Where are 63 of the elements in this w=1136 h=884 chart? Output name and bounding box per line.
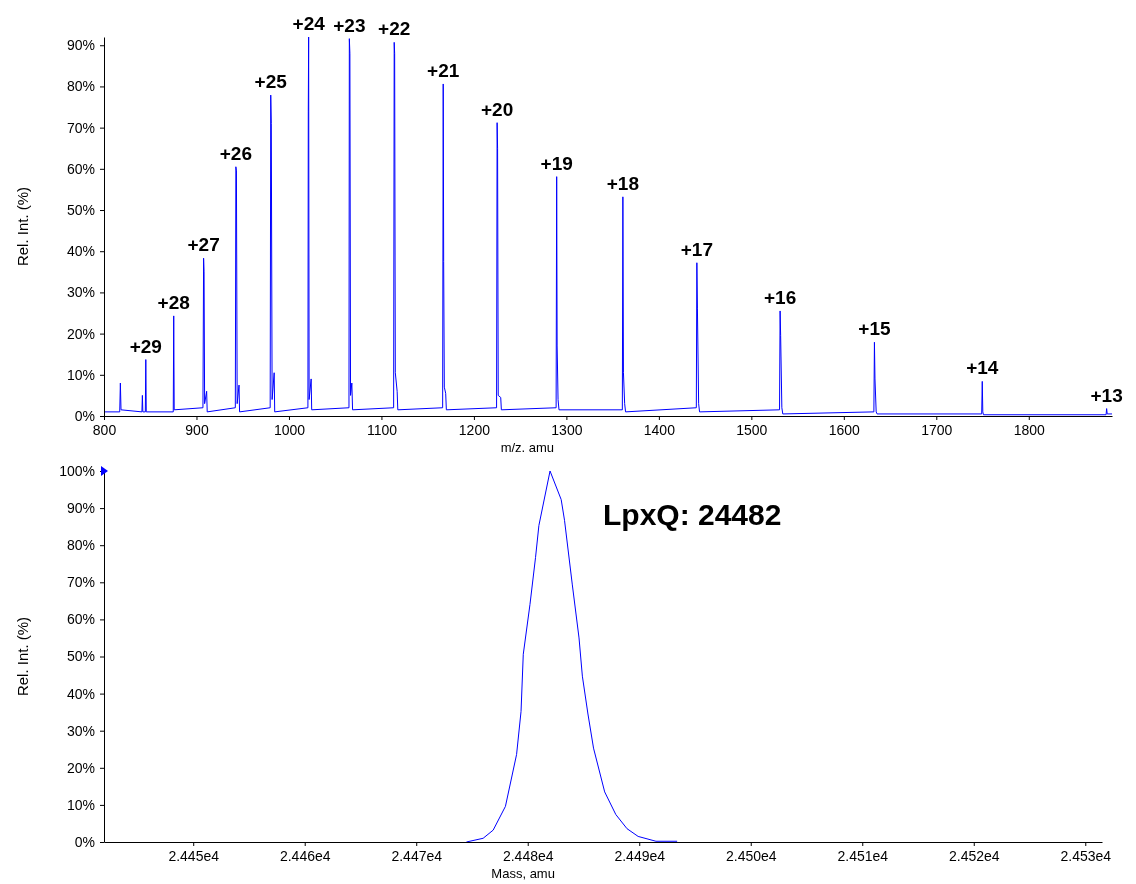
x-tick-label: 2.447e4 bbox=[391, 847, 443, 864]
y-tick-label: 100% bbox=[59, 462, 95, 479]
annotation: +29 bbox=[129, 335, 162, 357]
x-tick-label: 1100 bbox=[366, 421, 398, 438]
y-tick-label: 60% bbox=[66, 611, 95, 628]
y-tick-label: 0% bbox=[74, 833, 95, 850]
x-tick-label: 2.451e4 bbox=[837, 847, 889, 864]
annotation: +17 bbox=[680, 238, 713, 260]
annotation: +25 bbox=[254, 71, 288, 93]
x-tick-label: 1200 bbox=[458, 421, 491, 438]
y-tick-label: 90% bbox=[66, 37, 95, 54]
x-tick-label: 1000 bbox=[273, 421, 306, 438]
x-tick-label: 1300 bbox=[551, 421, 583, 438]
y-tick-label: 80% bbox=[66, 537, 95, 554]
y-axis-title: Rel. Int. (%) bbox=[14, 616, 31, 697]
y-tick-label: 0% bbox=[74, 407, 95, 424]
x-axis-title: Mass, amu bbox=[491, 866, 555, 881]
x-tick-label: 900 bbox=[185, 421, 209, 438]
y-tick-label: 50% bbox=[66, 648, 95, 665]
y-tick-label: 90% bbox=[66, 500, 95, 517]
y-tick-label: 20% bbox=[66, 759, 95, 776]
annotation: +22 bbox=[378, 18, 411, 40]
x-tick-label: 800 bbox=[92, 421, 117, 438]
y-tick-label: 30% bbox=[66, 722, 95, 739]
x-tick-label: 2.450e4 bbox=[725, 847, 777, 864]
y-tick-label: 70% bbox=[66, 119, 95, 136]
y-tick-label: 70% bbox=[66, 574, 95, 591]
y-tick-label: 50% bbox=[66, 202, 95, 218]
annotation: +24 bbox=[292, 13, 326, 34]
y-tick-label: 20% bbox=[66, 325, 95, 342]
x-tick-label: 2.448e4 bbox=[502, 847, 554, 864]
annotation: +14 bbox=[966, 357, 999, 379]
x-axis-title: m/z. amu bbox=[500, 440, 555, 455]
x-tick-label: 2.453e4 bbox=[1060, 847, 1112, 864]
x-tick-label: 1600 bbox=[828, 421, 861, 438]
y-tick-label: 10% bbox=[66, 796, 95, 813]
y-tick-label: 60% bbox=[66, 160, 95, 177]
y-tick-label: 80% bbox=[66, 78, 95, 95]
annotation: +28 bbox=[157, 291, 190, 313]
y-axis-title: Rel. Int. (%) bbox=[14, 186, 31, 267]
annotation: +16 bbox=[763, 286, 797, 308]
x-tick-label: 2.449e4 bbox=[614, 847, 666, 864]
annotation: +26 bbox=[219, 142, 252, 164]
annotation: LpxQ: 24482 bbox=[603, 497, 782, 531]
annotation: +23 bbox=[333, 14, 366, 36]
x-tick-label: 2.445e4 bbox=[168, 847, 220, 864]
annotation: +27 bbox=[187, 234, 220, 256]
annotation: +15 bbox=[858, 318, 891, 340]
x-tick-label: 2.452e4 bbox=[948, 847, 1000, 864]
y-tick-label: 30% bbox=[66, 284, 95, 301]
annotation: +18 bbox=[606, 172, 640, 194]
x-tick-label: 1500 bbox=[736, 421, 768, 438]
annotation: +19 bbox=[540, 152, 573, 174]
annotation: +20 bbox=[481, 98, 514, 120]
y-tick-label: 10% bbox=[66, 366, 95, 383]
y-tick-label: 40% bbox=[66, 243, 95, 260]
annotation: +13 bbox=[1090, 384, 1123, 406]
y-tick-label: 40% bbox=[66, 685, 95, 702]
x-tick-label: 1400 bbox=[643, 421, 676, 438]
x-tick-label: 1700 bbox=[921, 421, 953, 438]
x-tick-label: 1800 bbox=[1013, 421, 1046, 438]
annotation: +21 bbox=[427, 59, 460, 81]
x-tick-label: 2.446e4 bbox=[279, 847, 331, 864]
